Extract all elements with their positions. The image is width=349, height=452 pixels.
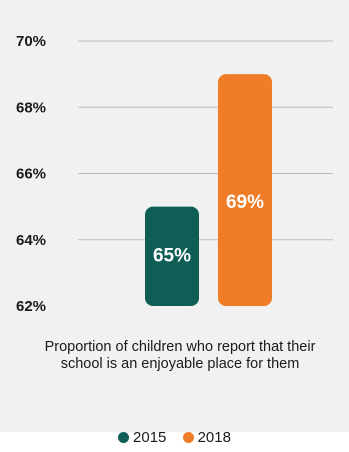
- legend: 2015 2018: [0, 429, 349, 447]
- y-tick-label-66: 66%: [16, 166, 46, 183]
- y-tick-label-62: 62%: [16, 298, 46, 315]
- legend-label-2015: 2015: [133, 429, 167, 446]
- bar-2018: [218, 74, 272, 306]
- chart-caption: Proportion of children who report that t…: [44, 339, 316, 372]
- legend-swatch-2018: [182, 432, 194, 443]
- bar-chart: 62% 64% 66% 68% 70% 65% 69%: [16, 33, 333, 315]
- y-tick-label-64: 64%: [16, 232, 46, 249]
- legend-label-2018: 2018: [197, 429, 231, 446]
- legend-item-2015: 2015: [118, 429, 166, 446]
- bar-value-label-2018: 69%: [226, 192, 264, 213]
- bar-value-label-2015: 65%: [153, 246, 191, 267]
- y-tick-label-68: 68%: [16, 99, 46, 116]
- legend-swatch-2015: [118, 432, 130, 443]
- y-tick-label-70: 70%: [16, 33, 46, 50]
- bar-2015: [145, 206, 199, 306]
- legend-item-2018: 2018: [182, 429, 231, 446]
